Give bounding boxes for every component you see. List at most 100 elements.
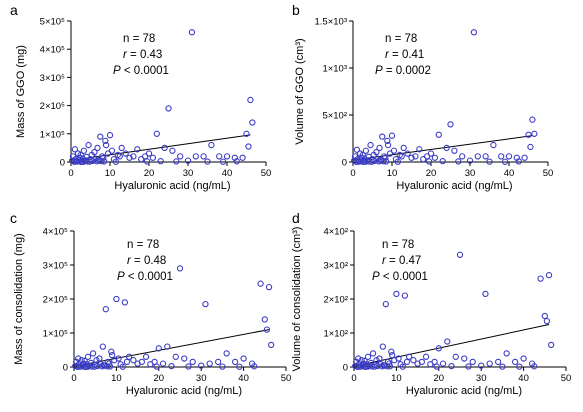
data-point bbox=[79, 155, 86, 162]
data-point bbox=[236, 363, 243, 370]
x-tick-label: 20 bbox=[434, 373, 445, 384]
data-point bbox=[537, 275, 544, 282]
data-point bbox=[371, 363, 378, 370]
data-point bbox=[247, 96, 254, 104]
x-tick-label: 20 bbox=[426, 168, 437, 179]
x-tick-label: 0 bbox=[351, 373, 356, 384]
data-point bbox=[169, 147, 176, 154]
data-point bbox=[376, 355, 383, 362]
data-point bbox=[153, 363, 160, 370]
data-point bbox=[384, 137, 391, 144]
x-axis-label: Hyaluronic acid (ng/mL) bbox=[406, 385, 522, 397]
data-point bbox=[364, 353, 372, 360]
data-point bbox=[404, 150, 411, 157]
data-point bbox=[433, 363, 440, 370]
data-point bbox=[108, 348, 115, 355]
data-point bbox=[388, 348, 395, 355]
data-point bbox=[525, 131, 532, 138]
y-tick-label: 2×10⁵ bbox=[40, 101, 65, 112]
y-tick-label: 2×10⁵ bbox=[43, 295, 68, 306]
data-point bbox=[102, 137, 109, 144]
data-point bbox=[399, 363, 406, 370]
panel-b: b 0 10 20 30 40 50 0 5×10² 1×10³ 1.5×10³ Hyaluronic… bbox=[292, 2, 553, 192]
data-point bbox=[245, 143, 252, 150]
data-point bbox=[353, 158, 360, 165]
data-point bbox=[84, 353, 92, 360]
data-point bbox=[240, 355, 247, 362]
data-point bbox=[386, 363, 394, 370]
x-tick-label: 50 bbox=[281, 373, 292, 384]
data-point bbox=[96, 355, 103, 362]
y-tick-label: 3×10⁵ bbox=[40, 73, 65, 84]
data-point bbox=[138, 358, 145, 366]
x-tick-label: 30 bbox=[196, 373, 207, 384]
stat-r: r = 0.43 bbox=[123, 49, 162, 61]
data-point bbox=[243, 130, 250, 137]
data-point bbox=[520, 355, 527, 362]
data-point bbox=[106, 363, 114, 370]
data-point bbox=[382, 300, 389, 308]
regression-line bbox=[70, 134, 251, 161]
data-point bbox=[455, 158, 462, 165]
regression-line bbox=[352, 135, 533, 161]
stat-n: n = 78 bbox=[382, 239, 414, 251]
data-point bbox=[265, 283, 273, 291]
data-point bbox=[91, 363, 98, 370]
x-axis-label: Hyaluronic acid (ng/mL) bbox=[114, 180, 230, 192]
stat-p: P < 0.0001 bbox=[113, 65, 169, 77]
data-point bbox=[362, 158, 369, 165]
data-point bbox=[219, 363, 226, 370]
x-axis-label: Hyaluronic acid (ng/mL) bbox=[126, 385, 242, 397]
data-point bbox=[375, 158, 382, 165]
data-point bbox=[486, 360, 493, 367]
data-point bbox=[164, 343, 171, 350]
data-point bbox=[362, 147, 370, 154]
data-point bbox=[353, 146, 361, 153]
panel-letter: d bbox=[292, 210, 300, 226]
data-point bbox=[527, 143, 534, 151]
data-point bbox=[176, 265, 184, 272]
stat-p: P = 0.0002 bbox=[375, 65, 431, 77]
data-point bbox=[268, 341, 275, 349]
data-point bbox=[192, 153, 199, 160]
data-point bbox=[71, 158, 78, 165]
data-point bbox=[202, 300, 209, 308]
x-tick-label: 40 bbox=[238, 373, 249, 384]
stat-n: n = 78 bbox=[123, 33, 155, 45]
data-point bbox=[427, 150, 435, 157]
data-point bbox=[102, 141, 110, 149]
data-point bbox=[378, 363, 386, 370]
data-point bbox=[356, 158, 363, 165]
data-point bbox=[448, 362, 455, 370]
y-tick-label: 3×10² bbox=[323, 261, 348, 272]
panel-letter: a bbox=[10, 2, 18, 18]
data-point bbox=[367, 141, 374, 149]
data-point bbox=[149, 154, 157, 161]
data-point bbox=[401, 292, 409, 299]
data-point bbox=[130, 357, 137, 364]
data-point bbox=[422, 353, 430, 360]
data-point bbox=[403, 358, 411, 366]
y-axis-label: Mass of consolidation (mg) bbox=[13, 233, 25, 364]
data-point bbox=[501, 158, 509, 165]
data-point bbox=[101, 158, 108, 165]
data-point bbox=[216, 153, 223, 160]
data-point bbox=[541, 312, 548, 320]
data-point bbox=[531, 363, 538, 370]
data-point bbox=[177, 153, 184, 160]
y-tick-label: 3×10⁵ bbox=[43, 261, 68, 272]
y-axis-label: Volume of consolidation (cm³) bbox=[291, 227, 303, 372]
data-point bbox=[81, 363, 89, 371]
data-point bbox=[145, 150, 153, 157]
x-tick-label: 20 bbox=[144, 168, 155, 179]
data-point bbox=[355, 355, 362, 362]
data-point bbox=[200, 153, 207, 160]
x-tick-label: 40 bbox=[222, 168, 233, 179]
data-point bbox=[80, 158, 87, 165]
data-point bbox=[116, 153, 123, 160]
data-point bbox=[498, 153, 505, 160]
data-point bbox=[364, 363, 371, 370]
data-point bbox=[451, 147, 458, 154]
data-point bbox=[173, 158, 180, 165]
data-point bbox=[410, 357, 417, 364]
